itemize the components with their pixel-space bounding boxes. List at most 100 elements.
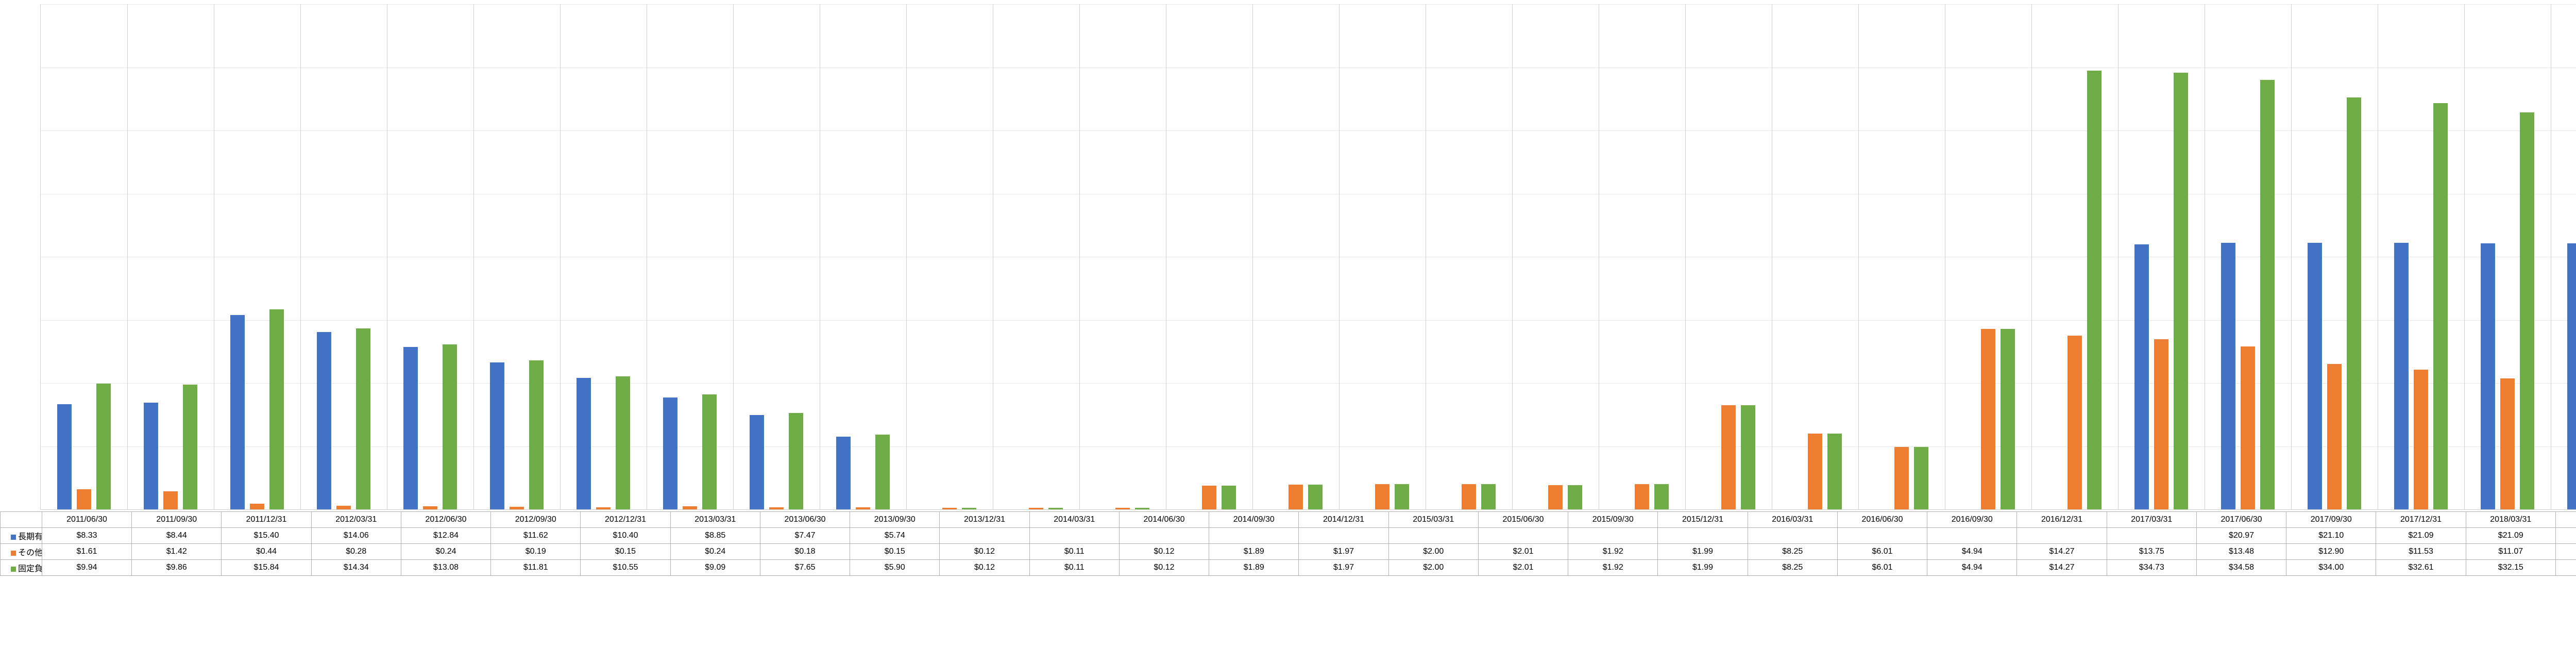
table-cell: $4.94 (1927, 544, 2017, 560)
table-header-cell: 2012/09/30 (491, 512, 581, 528)
table-cell: $21.09 (2376, 528, 2466, 544)
table-cell: $14.34 (311, 560, 401, 576)
bar-固定負債合計 (1654, 484, 1669, 509)
bar-固定負債合計 (183, 385, 197, 509)
table-cell: $14.27 (2017, 544, 2107, 560)
table-header-cell: 2013/03/31 (670, 512, 760, 528)
bar-固定負債合計 (2260, 80, 2275, 509)
bar-その他の固定負債 (1115, 508, 1130, 509)
table-cell: $5.74 (850, 528, 940, 544)
table-cell: $2.01 (1478, 560, 1568, 576)
table-header-cell: 2014/03/31 (1029, 512, 1119, 528)
table-header-cell: 2015/12/31 (1658, 512, 1748, 528)
chart-container: $0$5$10$15$20$25$30$35$40 ( 単位：百万USD) 20… (0, 0, 2576, 663)
table-cell: $4.94 (1927, 560, 2017, 576)
bar-固定負債合計 (1741, 405, 1755, 509)
bar-その他の固定負債 (2154, 339, 2168, 509)
table-cell: $0.11 (1029, 560, 1119, 576)
bar-固定負債合計 (269, 309, 284, 509)
table-cell: $0.15 (850, 544, 940, 560)
table-cell: $13.48 (2196, 544, 2286, 560)
table-header-cell: 2015/06/30 (1478, 512, 1568, 528)
table-cell: $34.73 (2107, 560, 2196, 576)
table-header-cell: 2016/12/31 (2017, 512, 2107, 528)
bar-固定負債合計 (1308, 485, 1323, 509)
bar-その他の固定負債 (769, 507, 784, 509)
table-header-cell: 2011/06/30 (42, 512, 131, 528)
table-header-cell: 2018/03/31 (2466, 512, 2555, 528)
bar-その他の固定負債 (1375, 484, 1389, 509)
bar-その他の固定負債 (423, 506, 437, 509)
table-cell (1029, 528, 1119, 544)
table-cell: $0.24 (401, 544, 490, 560)
table-header-cell: 2013/09/30 (850, 512, 940, 528)
table-cell: $12.84 (401, 528, 490, 544)
bar-固定負債合計 (1395, 484, 1409, 509)
table-header-cell: 2012/06/30 (401, 512, 490, 528)
table-cell: $14.27 (2017, 560, 2107, 576)
bar-固定負債合計 (2433, 103, 2448, 509)
bar-長期有利子負債 (403, 347, 418, 509)
bar-固定負債合計 (1914, 447, 1928, 509)
bar-固定負債合計 (1048, 508, 1063, 509)
table-cell: $1.92 (1568, 544, 1658, 560)
table-cell: $34.00 (2286, 560, 2376, 576)
table-cell: $34.58 (2196, 560, 2286, 576)
table-header-cell: 2017/03/31 (2107, 512, 2196, 528)
bar-固定負債合計 (1222, 486, 1236, 509)
table-cell: $0.12 (1119, 544, 1209, 560)
table-header-cell: 2015/03/31 (1388, 512, 1478, 528)
table-header-cell: 2014/09/30 (1209, 512, 1299, 528)
table-cell: $0.19 (491, 544, 581, 560)
data-table: 2011/06/302011/09/302011/12/312012/03/31… (0, 511, 2576, 576)
bar-その他の固定負債 (250, 504, 264, 509)
table-cell: $10.40 (581, 528, 670, 544)
bar-その他の固定負債 (1981, 329, 1995, 509)
table-cell: $13.08 (401, 560, 490, 576)
bar-その他の固定負債 (1029, 508, 1043, 509)
table-header-cell: 2011/12/31 (222, 512, 311, 528)
table-cell: $0.18 (760, 544, 850, 560)
bar-固定負債合計 (2347, 97, 2361, 509)
table-cell: $0.44 (222, 544, 311, 560)
bar-固定負債合計 (529, 360, 544, 509)
table-cell (1478, 528, 1568, 544)
table-cell (1299, 528, 1388, 544)
bar-その他の固定負債 (2067, 336, 2082, 509)
table-cell: $14.06 (311, 528, 401, 544)
bar-長期有利子負債 (144, 403, 158, 509)
table-cell: $0.12 (940, 560, 1029, 576)
table-cell: $21.09 (2466, 528, 2555, 544)
bar-固定負債合計 (616, 376, 630, 509)
table-header-cell: 2017/12/31 (2376, 512, 2466, 528)
plot-area (40, 4, 2576, 510)
table-cell: $1.42 (132, 544, 222, 560)
table-cell: $9.86 (132, 560, 222, 576)
table-cell (2107, 528, 2196, 544)
bar-その他の固定負債 (336, 506, 351, 509)
table-header-cell: 2018/06/30 (2555, 512, 2576, 528)
table-cell: $1.97 (1299, 544, 1388, 560)
table-cell: $8.33 (42, 528, 131, 544)
bar-長期有利子負債 (836, 437, 851, 509)
bar-固定負債合計 (443, 344, 457, 509)
bar-その他の固定負債 (1721, 405, 1736, 509)
table-cell: $1.92 (1568, 560, 1658, 576)
table-cell: $8.25 (1748, 544, 1837, 560)
table-cell: $6.01 (1837, 560, 1927, 576)
table-cell: $11.62 (491, 528, 581, 544)
table-cell: $31.42 (2555, 560, 2576, 576)
table-cell: $9.09 (670, 560, 760, 576)
bar-その他の固定負債 (1462, 484, 1476, 509)
table-header-cell: 2013/06/30 (760, 512, 850, 528)
table-cell: $10.55 (581, 560, 670, 576)
bar-固定負債合計 (789, 413, 803, 509)
bar-固定負債合計 (2174, 73, 2188, 509)
bar-固定負債合計 (875, 435, 890, 509)
table-cell: $1.89 (1209, 560, 1299, 576)
bar-固定負債合計 (96, 384, 111, 509)
table-cell: $0.28 (311, 544, 401, 560)
legend-swatch (11, 551, 16, 556)
table-header-cell: 2014/06/30 (1119, 512, 1209, 528)
bar-長期有利子負債 (2134, 244, 2149, 509)
